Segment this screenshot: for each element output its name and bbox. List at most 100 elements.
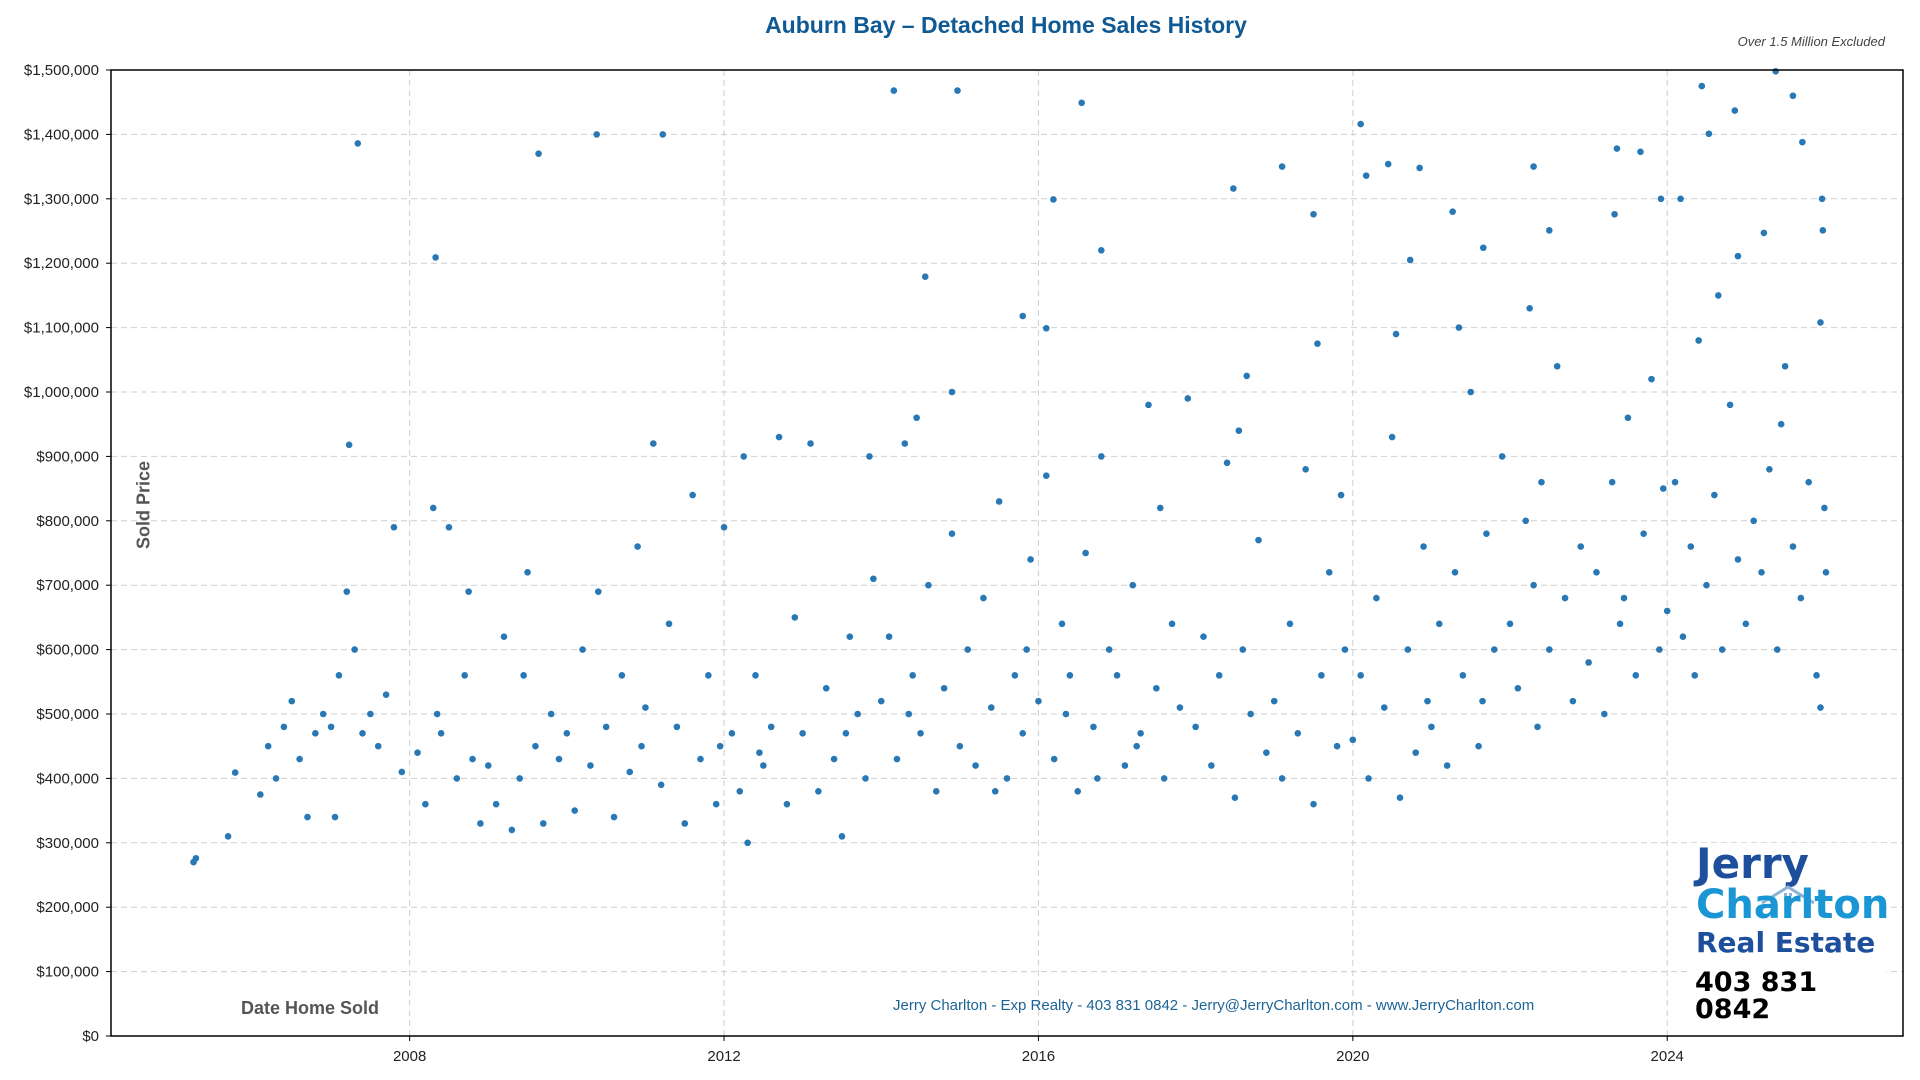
data-point [1113, 672, 1121, 679]
data-point [1286, 620, 1294, 628]
data-point [1121, 762, 1129, 769]
data-point [1734, 556, 1742, 563]
data-point [638, 742, 645, 750]
data-point [1160, 775, 1168, 782]
data-point [905, 710, 913, 718]
data-point [913, 414, 920, 422]
data-point [1357, 672, 1364, 679]
logo-line-3: Real Estate [1696, 926, 1876, 959]
data-point [1711, 491, 1718, 499]
data-point [775, 433, 783, 441]
data-point [901, 440, 909, 447]
data-point [854, 710, 861, 718]
y-tick-label: $1,400,000 [24, 126, 99, 143]
data-point [593, 131, 601, 138]
data-point [594, 588, 602, 595]
data-point [1805, 478, 1812, 486]
data-point [1404, 646, 1412, 653]
data-point [304, 813, 311, 821]
data-point [1278, 163, 1286, 170]
data-point [807, 440, 814, 447]
data-point [1705, 130, 1713, 138]
house-roof-icon [1761, 885, 1815, 905]
data-point [1208, 762, 1215, 769]
data-point [1677, 195, 1684, 203]
data-point [331, 813, 339, 821]
logo-line-2: Charlton [1696, 882, 1890, 928]
data-point [1235, 427, 1243, 434]
data-point [1538, 478, 1545, 486]
data-point [445, 523, 453, 531]
data-point [535, 150, 542, 158]
data-point [689, 491, 696, 499]
data-point [520, 672, 527, 679]
x-tick-label: 2024 [1651, 1048, 1684, 1065]
data-point [866, 453, 873, 460]
data-point [1624, 414, 1632, 422]
data-point [1310, 800, 1317, 808]
data-point [744, 839, 751, 847]
data-point [991, 787, 999, 795]
data-point [1451, 569, 1459, 576]
data-point [516, 775, 524, 782]
data-point [1498, 453, 1506, 460]
data-point [870, 575, 877, 583]
y-tick-label: $500,000 [36, 706, 99, 723]
data-point [610, 813, 618, 821]
data-point [1380, 704, 1388, 711]
data-point [1341, 646, 1349, 653]
data-point [1074, 787, 1082, 795]
data-point [453, 775, 461, 782]
data-point [1726, 401, 1734, 409]
data-point [948, 530, 956, 537]
data-point [972, 762, 979, 769]
data-point [1781, 362, 1789, 370]
data-point [1420, 543, 1427, 550]
data-point [508, 826, 516, 834]
data-point [716, 742, 724, 750]
data-point [1817, 704, 1824, 711]
y-axis-label: Sold Price [133, 460, 154, 550]
data-point [1082, 549, 1089, 557]
data-point [1773, 646, 1781, 653]
data-point [1365, 775, 1372, 782]
data-point [1105, 646, 1113, 653]
data-point [1553, 362, 1561, 370]
data-point [909, 672, 916, 679]
data-point [1671, 478, 1679, 486]
y-tick-label: $100,000 [36, 964, 99, 981]
y-tick-label: $200,000 [36, 899, 99, 916]
data-point [343, 588, 351, 595]
x-tick-label: 2008 [393, 1048, 426, 1065]
company-logo: Jerry Charlton Real Estate 403 831 0842 [1688, 843, 1890, 1023]
data-point [1314, 340, 1321, 348]
data-point [1490, 646, 1498, 653]
data-point [1318, 672, 1325, 679]
data-point [954, 87, 961, 94]
data-point [728, 730, 736, 737]
data-point [1526, 304, 1533, 312]
data-point [1813, 672, 1820, 679]
data-point [1090, 723, 1097, 731]
data-point [1424, 697, 1431, 705]
data-point [736, 787, 744, 795]
data-point [1546, 646, 1553, 653]
data-point [964, 646, 972, 653]
data-point [1818, 195, 1826, 203]
data-point [398, 768, 406, 776]
data-point [1714, 292, 1722, 299]
data-point [1789, 543, 1797, 550]
data-point [382, 691, 390, 698]
data-point [359, 730, 366, 737]
data-point [634, 543, 641, 550]
data-point [626, 768, 634, 776]
data-point [1760, 229, 1768, 237]
data-point [1325, 569, 1333, 576]
data-point [1819, 227, 1827, 234]
data-point [1659, 485, 1667, 492]
data-point [414, 749, 421, 756]
data-point [563, 730, 571, 737]
data-point [1176, 704, 1184, 711]
data-point [862, 775, 869, 782]
data-point [437, 730, 445, 737]
